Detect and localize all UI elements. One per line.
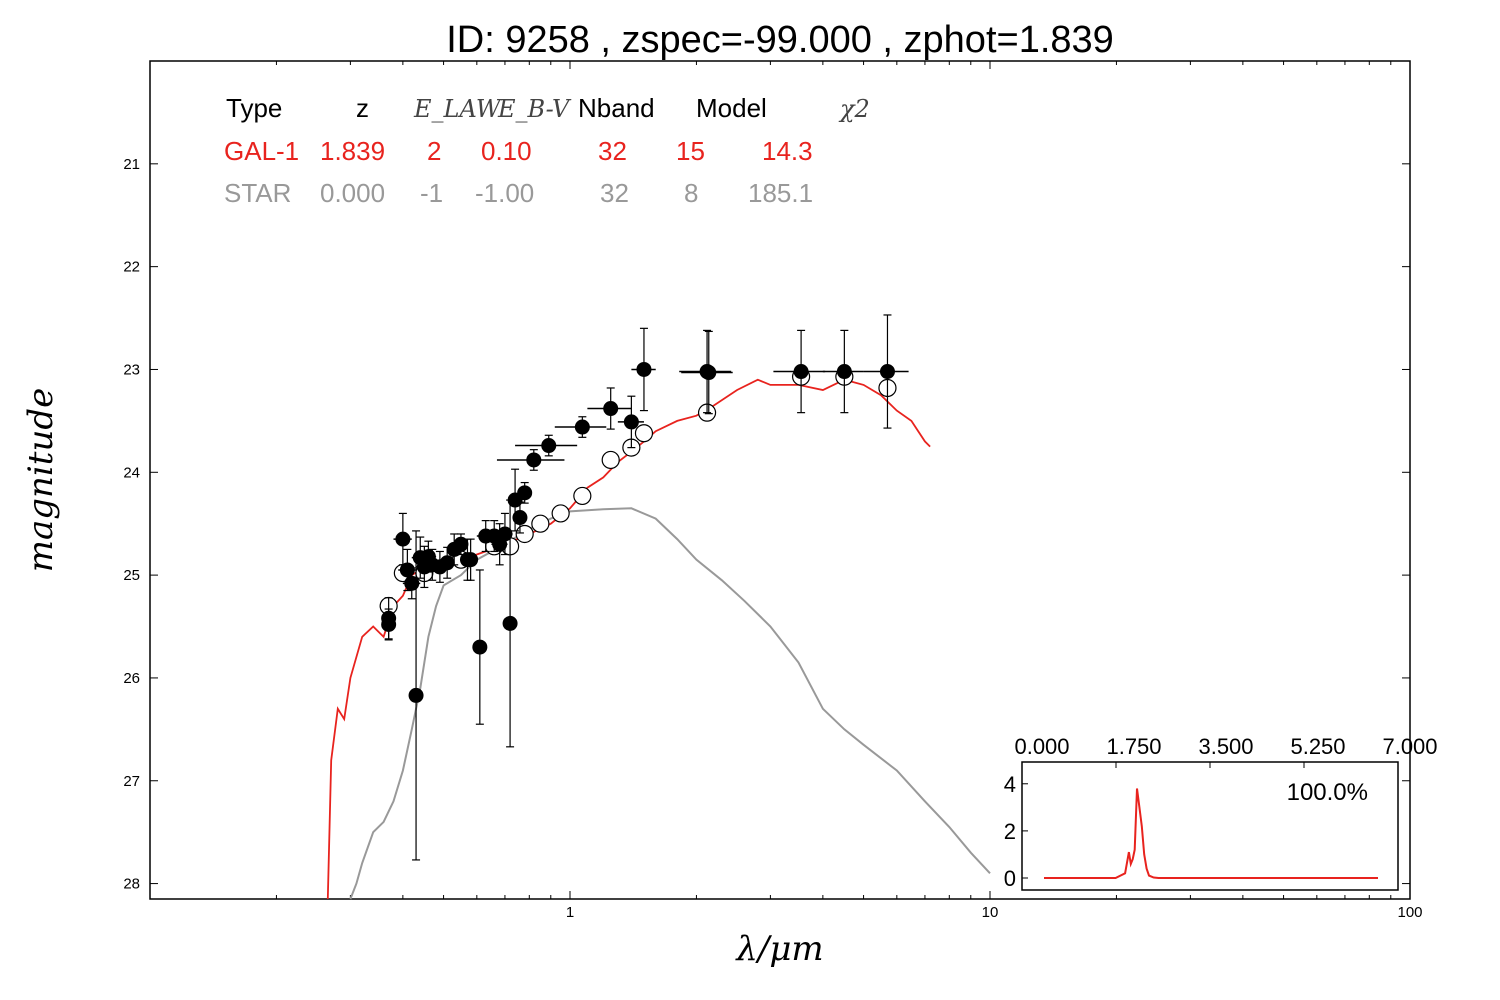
gal-nband: 32 — [598, 136, 627, 166]
inset-y-tick-label: 4 — [1004, 772, 1016, 797]
x-tick-label: 1 — [566, 904, 574, 921]
x-tick-label: 10 — [982, 904, 999, 921]
observed-point — [636, 361, 652, 377]
y-tick-label: 21 — [123, 156, 140, 173]
star-elaw: -1 — [420, 178, 443, 208]
inset-y-tick-label: 2 — [1004, 819, 1016, 844]
x-axis-label: λ/μm — [734, 929, 823, 969]
inset-y-axis: 0 2 4 — [1004, 772, 1028, 891]
model-point — [634, 424, 654, 443]
y-tick-label: 23 — [123, 361, 140, 378]
y-tick-label: 26 — [123, 670, 140, 687]
star-z: 0.000 — [320, 178, 385, 208]
inset-pdf: 0.000 1.750 3.500 5.250 7.000 0 2 4 100.0% — [1004, 734, 1438, 891]
inset-x-tick-label: 5.250 — [1290, 734, 1345, 759]
table-header-type: Type — [226, 93, 282, 123]
gal-model: 15 — [676, 136, 705, 166]
y-tick-label: 25 — [123, 567, 140, 584]
inset-x-tick-label: 1.750 — [1106, 734, 1161, 759]
table-header-ebv: E_B-V — [497, 95, 572, 123]
observed-point — [603, 401, 619, 417]
model-point — [551, 504, 570, 523]
observed-point — [623, 414, 639, 430]
y-tick-label: 24 — [123, 464, 140, 481]
observed-point — [512, 510, 528, 526]
observed-point — [701, 365, 717, 381]
observed-point — [793, 364, 809, 380]
x-tick-label: 100 — [1397, 904, 1422, 921]
y-tick-label: 22 — [123, 259, 140, 276]
star-nband: 32 — [600, 178, 629, 208]
table-header-chi2: χ2 — [838, 95, 870, 123]
star-ebv: -1.00 — [475, 178, 534, 208]
gal-chi2: 14.3 — [762, 136, 813, 166]
observed-point — [463, 552, 479, 568]
y-axis-label: magnitude — [21, 388, 61, 573]
gal-z: 1.839 — [320, 136, 385, 166]
series-galaxy-line — [326, 378, 931, 900]
model-point — [531, 514, 550, 533]
y-tick-label: 28 — [123, 876, 140, 893]
observed-point — [517, 485, 533, 501]
observed-point — [381, 616, 397, 632]
observed-point — [502, 615, 518, 631]
observed-point — [472, 639, 488, 655]
star-type: STAR — [224, 178, 291, 208]
model-point — [573, 486, 592, 506]
observed-point — [574, 419, 590, 435]
inset-x-tick-label: 3.500 — [1198, 734, 1253, 759]
inset-y-tick-label: 0 — [1004, 866, 1016, 891]
star-model: 8 — [684, 178, 698, 208]
gal-type: GAL-1 — [224, 136, 299, 166]
inset-x-axis: 0.000 1.750 3.500 5.250 7.000 — [1014, 734, 1438, 768]
observed-point — [395, 531, 411, 547]
star-chi2: 185.1 — [748, 178, 813, 208]
table-header-elaw: E_LAW — [413, 95, 503, 123]
inset-x-tick-label: 0.000 — [1014, 734, 1069, 759]
y-tick-label: 27 — [123, 773, 140, 790]
observed-point — [526, 452, 542, 468]
gal-elaw: 2 — [427, 136, 441, 166]
observed-point — [541, 438, 557, 454]
table-header-nband: Nband — [578, 93, 655, 123]
x-axis: 1 10 100 — [149, 61, 1423, 921]
table-header-model: Model — [696, 93, 767, 123]
inset-frame — [1021, 761, 1399, 891]
observed-point — [453, 536, 469, 552]
observed-point — [439, 555, 455, 571]
chart-title: ID: 9258 , zspec=-99.000 , zphot=1.839 — [446, 19, 1114, 61]
model-point — [601, 450, 620, 470]
plot-frame — [149, 60, 1411, 900]
inset-percent: 100.0% — [1287, 779, 1368, 806]
series-star-line — [349, 507, 991, 900]
inset-x-tick-label: 7.000 — [1382, 734, 1437, 759]
observed-point — [879, 364, 895, 380]
gal-ebv: 0.10 — [481, 136, 532, 166]
table-header-z: z — [356, 93, 369, 123]
inset-pdf-line — [1044, 788, 1378, 879]
fit-table: Type z E_LAW E_B-V Nband Model χ2 GAL-1 … — [224, 93, 870, 208]
observed-point — [836, 364, 852, 380]
observed-points — [381, 314, 909, 861]
observed-point — [497, 526, 513, 542]
model-point — [515, 524, 534, 544]
observed-point — [408, 687, 424, 703]
observed-point — [399, 562, 415, 578]
